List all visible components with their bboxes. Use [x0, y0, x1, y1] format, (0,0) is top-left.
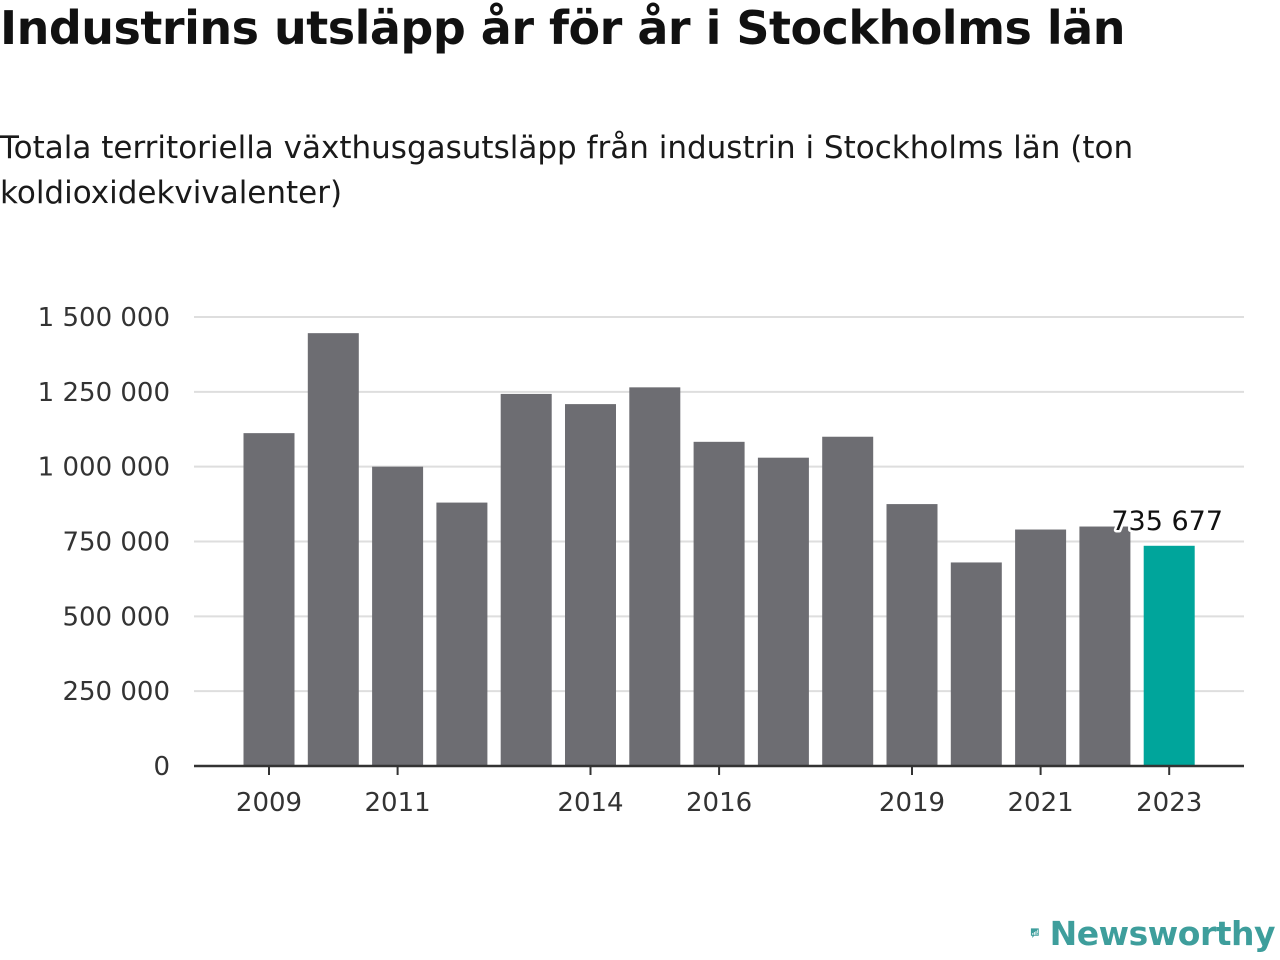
- x-tick-label: 2023: [1136, 788, 1202, 818]
- y-axis-ticks: 0 250 000 500 000 750 000 1 000 000 1 250 000…: [38, 303, 170, 782]
- x-tick-label: 2019: [879, 788, 945, 818]
- y-tick-label: 1 250 000: [38, 378, 170, 408]
- bar-2015: [629, 387, 681, 766]
- bar-2019: [886, 504, 938, 766]
- chart-subtitle: Totala territoriella växthusgasutsläpp f…: [0, 130, 1134, 211]
- bar-2016: [693, 441, 745, 766]
- bar-2012: [436, 502, 488, 766]
- y-tick-label: 0: [153, 752, 170, 782]
- chart-title: Industrins utsläpp år för år i Stockholm…: [0, 1, 1125, 55]
- x-tick-label: 2021: [1008, 788, 1074, 818]
- y-tick-label: 750 000: [62, 528, 170, 558]
- bar-2010: [307, 333, 359, 766]
- brand-name: Newsworthy: [1049, 913, 1276, 953]
- bars: [243, 333, 1195, 766]
- bar-2009: [243, 433, 295, 766]
- bar-2020: [950, 562, 1002, 766]
- bar-2022: [1079, 526, 1131, 766]
- bar-2021: [1015, 529, 1067, 766]
- data-labels: 735 677: [1109, 503, 1226, 539]
- bar-chart-speech-bubble-icon: [1030, 928, 1039, 939]
- bar-2011: [372, 466, 424, 766]
- newsworthy-logo: Newsworthy: [1030, 908, 1276, 958]
- bar-2018: [822, 436, 874, 766]
- y-tick-label: 250 000: [62, 677, 170, 707]
- highlight-data-label: 735 677: [1111, 506, 1223, 537]
- x-tick-label: 2014: [557, 788, 623, 818]
- x-tick-label: 2009: [236, 788, 302, 818]
- bar-2014: [565, 404, 616, 766]
- x-tick-label: 2011: [365, 788, 431, 818]
- x-axis-ticks: 2009 2011 2014 2016 2019 2021 2023: [194, 764, 1244, 818]
- y-tick-label: 1 500 000: [38, 303, 170, 333]
- bar-2023: [1143, 545, 1195, 766]
- bar-2013: [500, 393, 552, 766]
- x-tick-label: 2016: [686, 788, 752, 818]
- y-tick-label: 1 000 000: [38, 453, 170, 483]
- bar-2017: [757, 457, 809, 766]
- y-tick-label: 500 000: [62, 602, 170, 632]
